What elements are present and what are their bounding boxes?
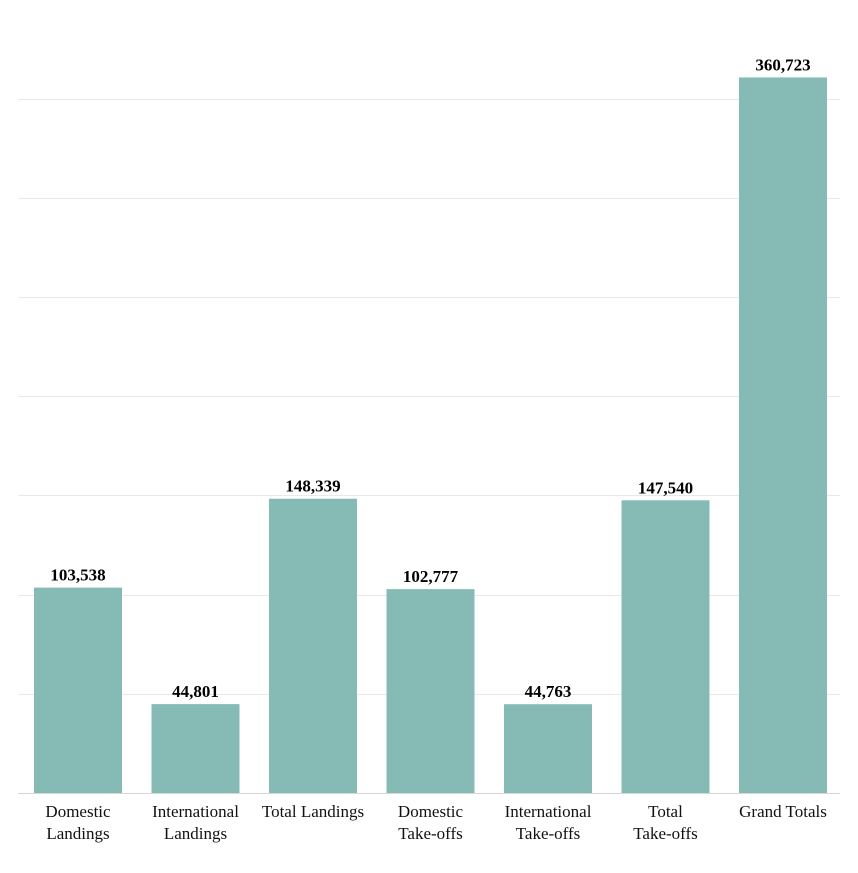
category-label-line: Total	[648, 802, 683, 821]
bar	[386, 589, 475, 793]
category-label: Domestic Take-offs	[398, 802, 464, 843]
category-label-line: Grand Totals	[739, 802, 827, 821]
bar	[34, 587, 122, 793]
category-label-line: Domestic	[45, 802, 111, 821]
category-label: International Landings	[152, 802, 239, 843]
bar	[151, 704, 240, 793]
category-labels: Domestic Landings International Landings Tot…	[45, 802, 826, 843]
category-label-line: Take-offs	[398, 824, 463, 843]
bar	[621, 500, 710, 793]
category-label-line: International	[152, 802, 239, 821]
category-label-line: Domestic	[398, 802, 464, 821]
value-labels: 103,538 44,801 148,339 102,777 44,763 147,540…	[50, 55, 810, 701]
category-label: Domestic Landings	[45, 802, 111, 843]
data-label: 147,540	[638, 478, 693, 497]
data-label: 103,538	[50, 566, 105, 585]
category-label-line: Landings	[164, 824, 227, 843]
category-label: Total Take-offs	[633, 802, 698, 843]
data-label: 44,801	[172, 682, 219, 701]
data-label: 44,763	[525, 682, 572, 701]
category-label-line: Take-offs	[633, 824, 698, 843]
category-label-line: Total Landings	[262, 802, 364, 821]
category-label-line: Landings	[46, 824, 109, 843]
category-label: Grand Totals	[739, 802, 827, 821]
data-label: 360,723	[755, 55, 810, 74]
category-label-line: International	[505, 802, 592, 821]
bar	[504, 704, 592, 793]
category-label: Total Landings	[262, 802, 364, 821]
category-label: International Take-offs	[505, 802, 592, 843]
category-label-line: Take-offs	[516, 824, 581, 843]
bar	[739, 77, 827, 793]
bar	[269, 498, 357, 793]
gridlines	[18, 99, 840, 695]
data-label: 148,339	[285, 477, 340, 496]
data-label: 102,777	[403, 567, 459, 586]
bars	[34, 77, 827, 793]
